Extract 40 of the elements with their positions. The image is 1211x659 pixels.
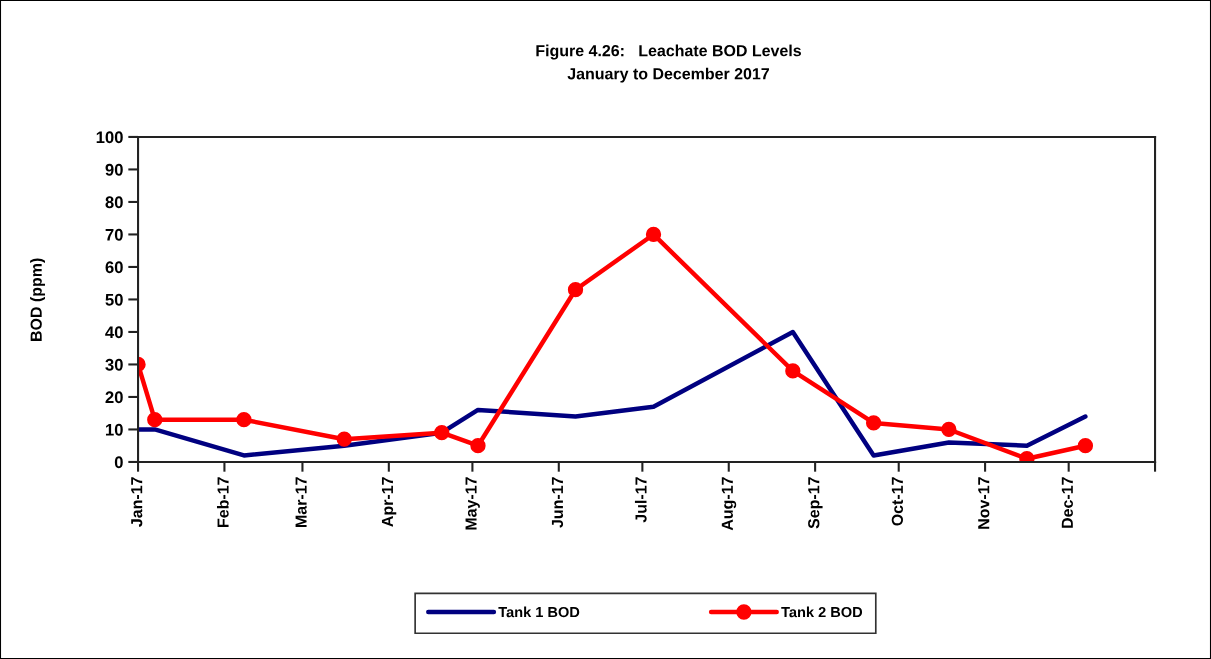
- point: [645, 226, 662, 243]
- x-tick-label: Sep-17: [808, 477, 823, 529]
- point: [147, 412, 163, 428]
- y-tick-label: 0: [114, 456, 123, 469]
- chart-subtitle: January to December 2017: [567, 67, 769, 83]
- point: [567, 282, 584, 298]
- x-tick-label: Aug-17: [721, 477, 737, 531]
- x-tick-label: Oct-17: [891, 477, 903, 526]
- x-tick-label: Jul-17: [634, 477, 647, 523]
- x-tick-label: Apr-17: [381, 477, 397, 527]
- point: [1077, 438, 1094, 454]
- legend-label: Tank 2 BOD: [781, 606, 863, 618]
- y-tick-label: 90: [105, 163, 123, 176]
- point: [236, 412, 252, 428]
- x-tick-label: Jun-17: [551, 477, 564, 528]
- point: [785, 363, 801, 379]
- x-tick-label: Nov-17: [978, 477, 990, 529]
- legend-label: Tank 1 BOD: [498, 606, 580, 618]
- chart-title: Figure 4.26: Leachate BOD Levels: [536, 44, 801, 60]
- y-tick-label: 70: [105, 228, 123, 241]
- point: [470, 438, 486, 454]
- y-tick-label: 60: [105, 261, 123, 274]
- point: [941, 421, 957, 438]
- y-axis-title: BOD (ppm): [30, 258, 45, 341]
- x-tick-label: Mar-17: [295, 477, 307, 527]
- y-tick-label: 10: [105, 423, 123, 436]
- point: [336, 431, 352, 447]
- y-tick-label: 50: [105, 293, 123, 306]
- y-tick-label: 100: [96, 131, 123, 144]
- point: [434, 425, 450, 441]
- y-tick-label: 20: [105, 391, 123, 404]
- y-tick-label: 80: [105, 196, 123, 209]
- x-tick-label: Jan-17: [131, 477, 143, 527]
- point: [865, 415, 882, 431]
- x-tick-label: Dec-17: [1061, 477, 1073, 528]
- x-tick-label: May-17: [465, 477, 480, 530]
- y-tick-label: 30: [105, 358, 123, 371]
- y-tick-label: 40: [105, 326, 123, 339]
- x-tick-label: Feb-17: [216, 477, 229, 527]
- line-series: [138, 329, 1088, 458]
